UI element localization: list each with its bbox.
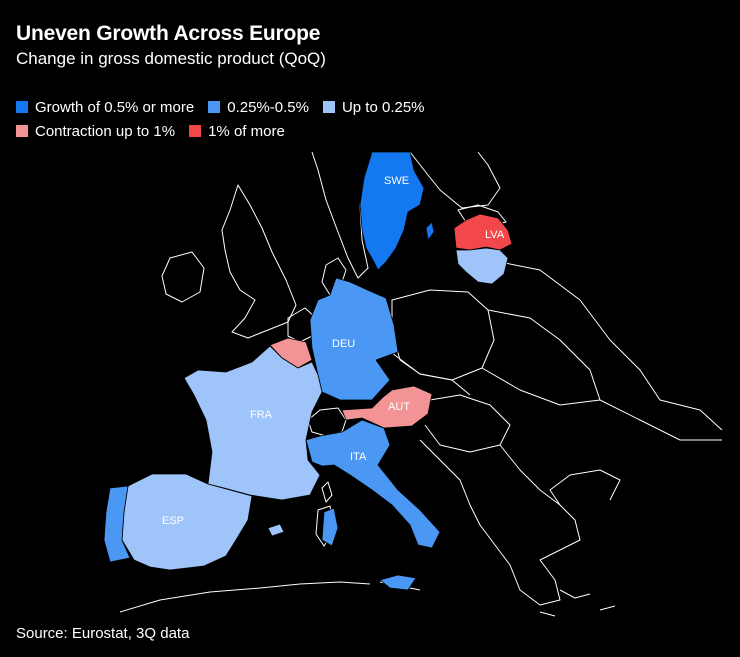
legend-item-growth-mid: 0.25%-0.5%: [208, 99, 309, 116]
legend-label-growth-low: Up to 0.25%: [341, 98, 425, 116]
label-swe: SWE: [384, 175, 409, 187]
label-aut: AUT: [388, 401, 410, 413]
label-deu: DEU: [332, 338, 355, 350]
country-aut[interactable]: [341, 385, 433, 429]
uk-outline: [221, 184, 297, 339]
legend-swatch-growth-low: [322, 101, 335, 113]
legend-item-growth-high: Growth of 0.5% or more: [16, 99, 194, 116]
label-lva: LVA: [485, 229, 505, 241]
europe-map: SWE LVA DEU FRA AUT ITA ESP: [103, 151, 723, 617]
country-ita-sicily[interactable]: [379, 574, 417, 591]
label-ita: ITA: [350, 451, 367, 463]
country-ita-sardinia[interactable]: [321, 507, 339, 547]
source-note: Source: Eurostat, 3Q data: [16, 625, 190, 642]
country-prt[interactable]: [103, 485, 131, 563]
legend-label-growth-mid: 0.25%-0.5%: [227, 98, 309, 116]
chart-subtitle: Change in gross domestic product (QoQ): [16, 49, 326, 68]
chart-title: Uneven Growth Across Europe: [16, 22, 321, 45]
country-ita[interactable]: [305, 419, 441, 549]
poland-outline: [391, 289, 495, 381]
switzerland-outline: [307, 407, 347, 437]
corsica-outline: [321, 481, 333, 503]
legend-item-growth-low: Up to 0.25%: [322, 98, 425, 116]
country-deu[interactable]: [309, 277, 399, 401]
legend-label-contraction-large: 1% of more: [208, 122, 285, 140]
legend-item-contraction-small: Contraction up to 1%: [16, 123, 175, 140]
country-esp[interactable]: [121, 473, 253, 571]
legend-label-contraction-small: Contraction up to 1%: [35, 122, 176, 140]
legend-label-growth-high: Growth of 0.5% or more: [35, 98, 195, 116]
country-labels: SWE LVA DEU FRA AUT ITA ESP: [162, 175, 505, 527]
country-swe[interactable]: [359, 151, 425, 271]
country-fra[interactable]: [183, 345, 323, 501]
country-esp-mallorca[interactable]: [267, 523, 285, 537]
country-swe-gotland[interactable]: [425, 221, 435, 241]
legend-swatch-growth-high: [16, 101, 28, 113]
legend-item-contraction-large: 1% of more: [189, 123, 285, 140]
label-esp: ESP: [162, 515, 184, 527]
north-africa-coast: [119, 581, 421, 613]
central-europe-borders: [387, 349, 511, 453]
country-lva[interactable]: [453, 213, 513, 251]
balkans-outline: [419, 439, 621, 606]
finland-outline: [409, 151, 501, 209]
legend-swatch-contraction-large: [189, 125, 202, 137]
belarus-ukraine-borders: [481, 261, 723, 441]
country-ltu[interactable]: [455, 247, 509, 285]
background-land: [119, 151, 723, 617]
label-fra: FRA: [250, 409, 273, 421]
ireland-outline: [161, 251, 205, 303]
countries: [103, 151, 513, 591]
legend-swatch-growth-mid: [208, 101, 221, 113]
greece-islands: [539, 589, 616, 617]
legend-swatch-contraction-small: [16, 125, 28, 137]
legend: Growth of 0.5% or more 0.25%-0.5% Up to …: [16, 95, 439, 143]
